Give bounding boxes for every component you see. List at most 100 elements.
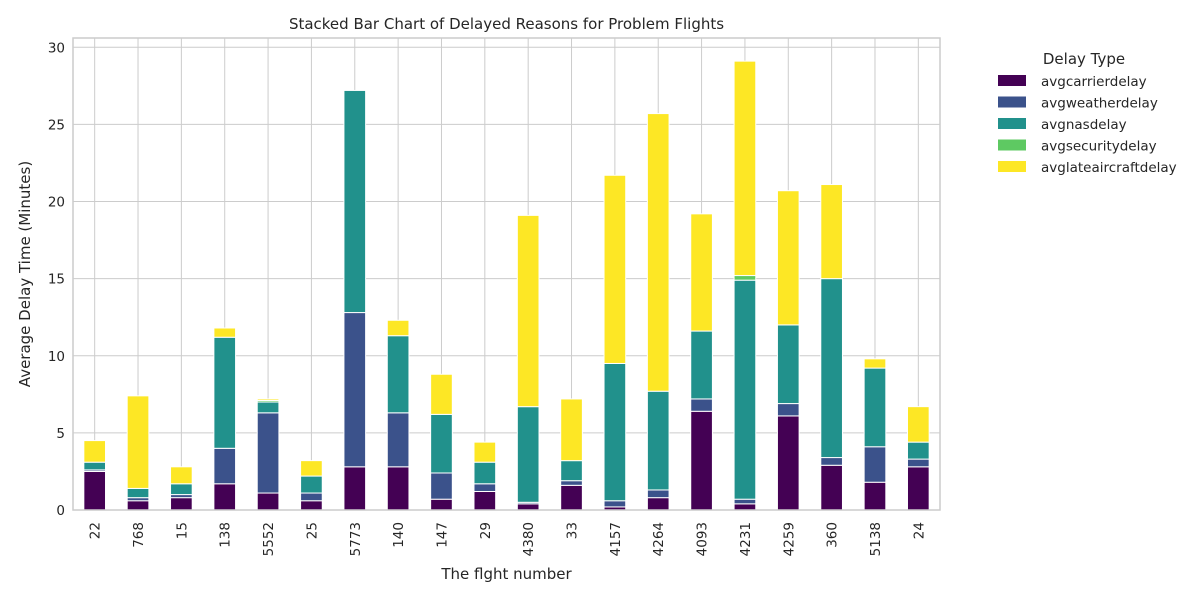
bar-segment-avgnasdelay [603,362,627,502]
legend-label-avgcarrierdelay: avgcarrierdelay [1041,74,1147,90]
bar-segment-avgcarrierdelay [256,492,280,511]
legend-label-avglateaircraftdelay: avglateaircraftdelay [1041,160,1177,176]
bar-segment-avglateaircraftdelay [560,398,583,462]
bar-segment-avgnasdelay [300,475,323,494]
bar-segment-avgcarrierdelay [213,483,237,511]
x-tick-label: 15 [174,522,190,539]
bar-segment-avgcarrierdelay [170,497,193,511]
plot-frame [72,37,941,511]
bar-segment-avgnasdelay [646,390,670,491]
x-tick-label: 768 [131,522,147,548]
bar-segment-avglateaircraftdelay [83,440,107,463]
y-tick-label: 0 [56,503,65,519]
bar-segment-avgnasdelay [126,487,150,499]
bar-segment-avgcarrierdelay [300,500,323,511]
bar-segment-avglateaircraftdelay [906,406,930,443]
bar-segment-avgweatherdelay [473,483,497,492]
legend-swatch-avgsecuritydelay [998,139,1026,151]
bar-segment-avglateaircraftdelay [473,441,497,463]
bar-segment-avgweatherdelay [213,447,237,485]
bar-segment-avgcarrierdelay [126,500,150,511]
bar-segment-avgcarrierdelay [343,466,367,511]
x-tick-label: 4380 [521,522,537,556]
x-tick-label: 5773 [348,522,364,556]
x-tick-label: 360 [825,522,841,548]
bar-segment-avgweatherdelay [776,403,800,417]
bar-segment-avgcarrierdelay [646,497,670,511]
bar-segment-avgnasdelay [690,330,713,400]
grid [73,38,940,511]
x-tick-label: 5138 [868,522,884,556]
y-tick-label: 20 [48,195,65,211]
bar-segment-avgnasdelay [386,335,410,414]
bar-segment-avgnasdelay [776,324,800,405]
x-tick-label: 4264 [651,522,667,556]
bar-segment-avgnasdelay [863,367,887,448]
bar-segment-avglateaircraftdelay [603,174,627,364]
bar-segment-avgcarrierdelay [733,503,757,511]
x-tick-label: 4157 [608,522,624,556]
bar-segment-avglateaircraftdelay [776,190,800,326]
x-tick-label: 22 [88,522,104,539]
bar-segment-avglateaircraftdelay [430,373,453,415]
x-tick-label: 33 [565,522,581,539]
bars [83,60,930,511]
y-tick-label: 10 [48,349,65,365]
bar-segment-avglateaircraftdelay [213,327,237,338]
legend-swatch-avgweatherdelay [998,96,1026,108]
bar-segment-avgweatherdelay [603,500,627,508]
bar-segment-avgweatherdelay [646,489,670,499]
bar-segment-avglateaircraftdelay [516,214,540,408]
legend-swatch-avgnasdelay [998,118,1026,129]
bar-segment-avgweatherdelay [300,492,323,502]
bar-segment-avgcarrierdelay [386,466,410,511]
bar-segment-avgsecuritydelay [733,275,757,281]
bar-segment-avgnasdelay [820,278,843,459]
x-tick-label: 5552 [261,522,277,556]
x-tick-label: 29 [478,522,494,539]
y-tick-label: 5 [56,426,65,442]
bar-segment-avgweatherdelay [256,412,280,494]
bar-segment-avgnasdelay [906,441,930,460]
bar-segment-avgnasdelay [213,336,237,449]
y-tick-label: 30 [48,40,65,56]
x-tick-label: 147 [434,522,450,548]
bar-segment-avglateaircraftdelay [820,184,843,280]
bar-segment-avgcarrierdelay [776,415,800,511]
x-tick-label: 25 [304,522,320,539]
bar-segment-avgweatherdelay [820,457,843,466]
bar-segment-avgnasdelay [170,483,193,496]
chart-title: Stacked Bar Chart of Delayed Reasons for… [289,15,724,33]
legend-label-avgsecuritydelay: avgsecuritydelay [1041,139,1157,155]
bar-segment-avgcarrierdelay [83,470,107,511]
bar-segment-avgweatherdelay [906,458,930,468]
x-tick-label: 138 [218,522,234,548]
legend-label-avgweatherdelay: avgweatherdelay [1041,96,1158,112]
bar-segment-avgweatherdelay [733,498,757,505]
legend-label-avgnasdelay: avgnasdelay [1041,117,1127,133]
bar-segment-avgcarrierdelay [560,484,583,511]
y-tick-label: 25 [48,117,65,133]
bar-segment-avglateaircraftdelay [256,398,280,401]
bar-segment-avgnasdelay [733,279,757,500]
bar-segment-avglateaircraftdelay [646,113,670,392]
bar-segment-avgcarrierdelay [690,410,713,511]
bar-segment-avgcarrierdelay [863,481,887,511]
legend-swatch-avglateaircraftdelay [998,161,1026,172]
bar-segment-avgnasdelay [560,460,583,482]
bar-segment-avgnasdelay [343,89,367,314]
x-tick-label: 4093 [695,522,711,556]
legend-swatch-avgcarrierdelay [998,75,1026,86]
bar-segment-avglateaircraftdelay [386,319,410,337]
x-axis-label: The flght number [440,565,572,583]
bar-segment-avgweatherdelay [560,480,583,486]
y-tick-label: 15 [48,272,65,288]
bar-segment-avgcarrierdelay [473,490,497,511]
x-tick-labels: 22 768 15 138 5552 25 5773 140 147 29 4380 33 4157 42… [88,522,928,556]
legend-title: Delay Type [1043,50,1125,68]
bar-segment-avgnasdelay [430,413,453,474]
bar-segment-avgnasdelay [256,401,280,414]
y-tick-labels: 0 5 10 15 20 25 30 [48,40,65,519]
bar-segment-avgcarrierdelay [906,466,930,511]
